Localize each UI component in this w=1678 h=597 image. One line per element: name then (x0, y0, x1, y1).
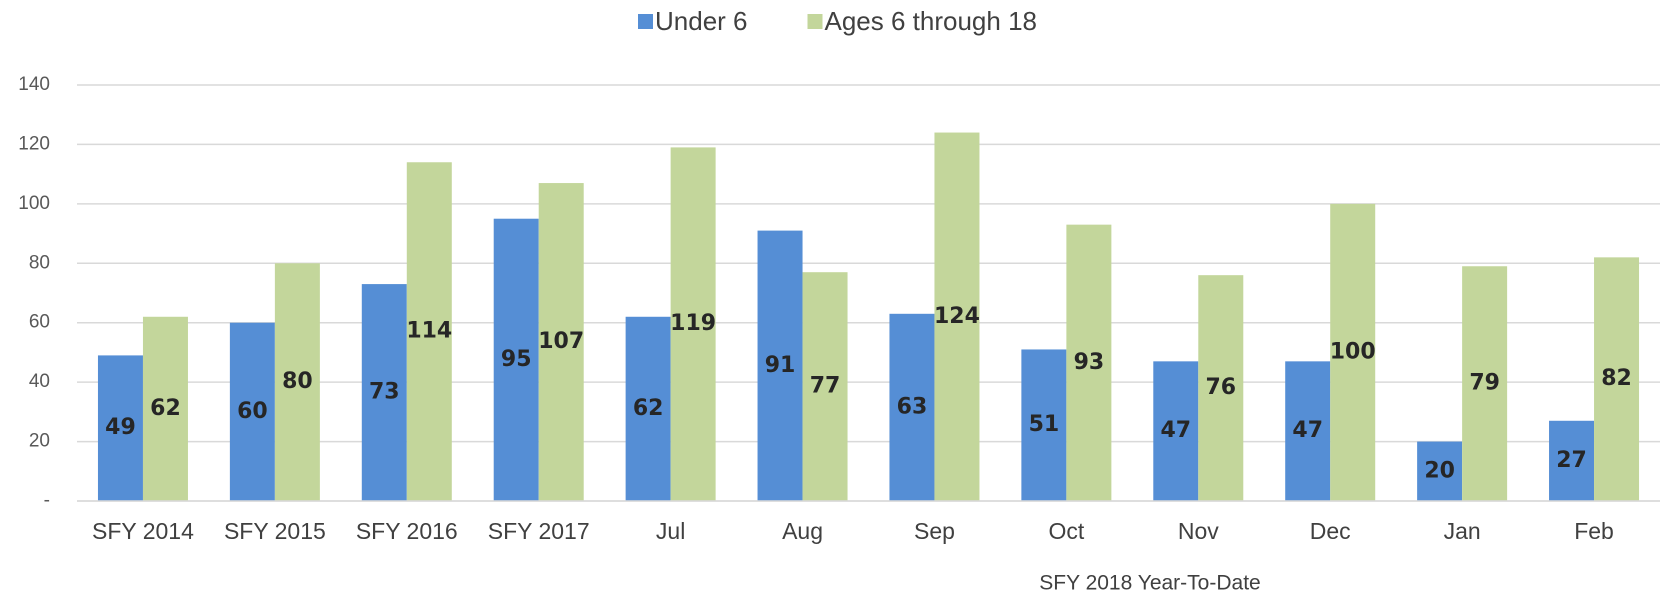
bar (802, 272, 848, 501)
data-label: 114 (406, 319, 452, 344)
data-label: 76 (1205, 375, 1236, 400)
data-label: 20 (1424, 458, 1455, 483)
data-label: 47 (1160, 418, 1191, 443)
data-label: 100 (1330, 339, 1376, 364)
data-label: 63 (897, 394, 928, 419)
bar (274, 263, 320, 501)
data-label: 60 (237, 399, 268, 424)
x-tick-label: Jan (1444, 518, 1481, 544)
bar (538, 183, 584, 502)
x-tick-label: SFY 2017 (488, 518, 590, 544)
data-label: 73 (369, 380, 400, 405)
y-tick-label: 20 (29, 431, 50, 452)
x-tick-label: Sep (914, 518, 955, 544)
bar (1066, 224, 1112, 501)
x-tick-label: Feb (1574, 518, 1614, 544)
data-label: 107 (538, 329, 584, 354)
legend-swatch (638, 14, 653, 29)
data-label: 93 (1074, 350, 1105, 375)
data-label: 95 (501, 347, 532, 372)
data-label: 49 (105, 415, 136, 440)
bar (361, 284, 407, 501)
x-tick-label: Aug (782, 518, 823, 544)
bar (1198, 275, 1244, 501)
chart-subtitle: SFY 2018 Year-To-Date (1039, 572, 1260, 595)
data-label: 27 (1556, 448, 1587, 473)
y-tick-label: 140 (18, 74, 50, 95)
bar (889, 313, 935, 501)
bar (670, 147, 716, 501)
x-tick-label: SFY 2015 (224, 518, 326, 544)
bar (1021, 349, 1067, 501)
legend-label: Ages 6 through 18 (825, 6, 1038, 36)
bar (934, 132, 980, 502)
x-tick-label: Oct (1048, 518, 1084, 544)
y-tick-label: 120 (18, 133, 50, 154)
bar (1462, 266, 1508, 501)
data-label: 80 (282, 369, 313, 394)
x-tick-label: Nov (1178, 518, 1219, 544)
y-tick-label: 80 (29, 252, 50, 273)
bar (229, 322, 275, 501)
bar (1285, 361, 1331, 501)
y-tick-label: 100 (18, 193, 50, 214)
bar (142, 316, 188, 501)
bar (1417, 441, 1463, 501)
x-tick-label: SFY 2016 (356, 518, 458, 544)
data-label: 119 (670, 311, 716, 336)
bar (1330, 203, 1376, 501)
legend-swatch (807, 14, 823, 29)
x-tick-label: Jul (656, 518, 685, 544)
data-label: 91 (765, 353, 796, 378)
bar (1549, 420, 1595, 501)
data-label: 124 (934, 304, 980, 329)
data-label: 51 (1029, 412, 1060, 437)
data-label: 82 (1601, 366, 1632, 391)
bar (97, 355, 143, 501)
y-tick-label: 60 (29, 312, 50, 333)
data-label: 62 (150, 396, 181, 421)
x-tick-label: SFY 2014 (92, 518, 194, 544)
x-tick-label: Dec (1310, 518, 1351, 544)
y-tick-label: 40 (29, 371, 50, 392)
bar (493, 218, 539, 501)
bar (1153, 361, 1199, 501)
bar (1594, 257, 1640, 501)
bar (757, 230, 803, 501)
legend-label: Under 6 (655, 6, 748, 36)
data-label: 62 (633, 396, 664, 421)
y-tick-label: - (44, 490, 50, 511)
data-label: 77 (810, 374, 841, 399)
bar (625, 316, 671, 501)
bar (406, 162, 452, 501)
data-label: 47 (1292, 418, 1323, 443)
data-label: 79 (1469, 371, 1500, 396)
